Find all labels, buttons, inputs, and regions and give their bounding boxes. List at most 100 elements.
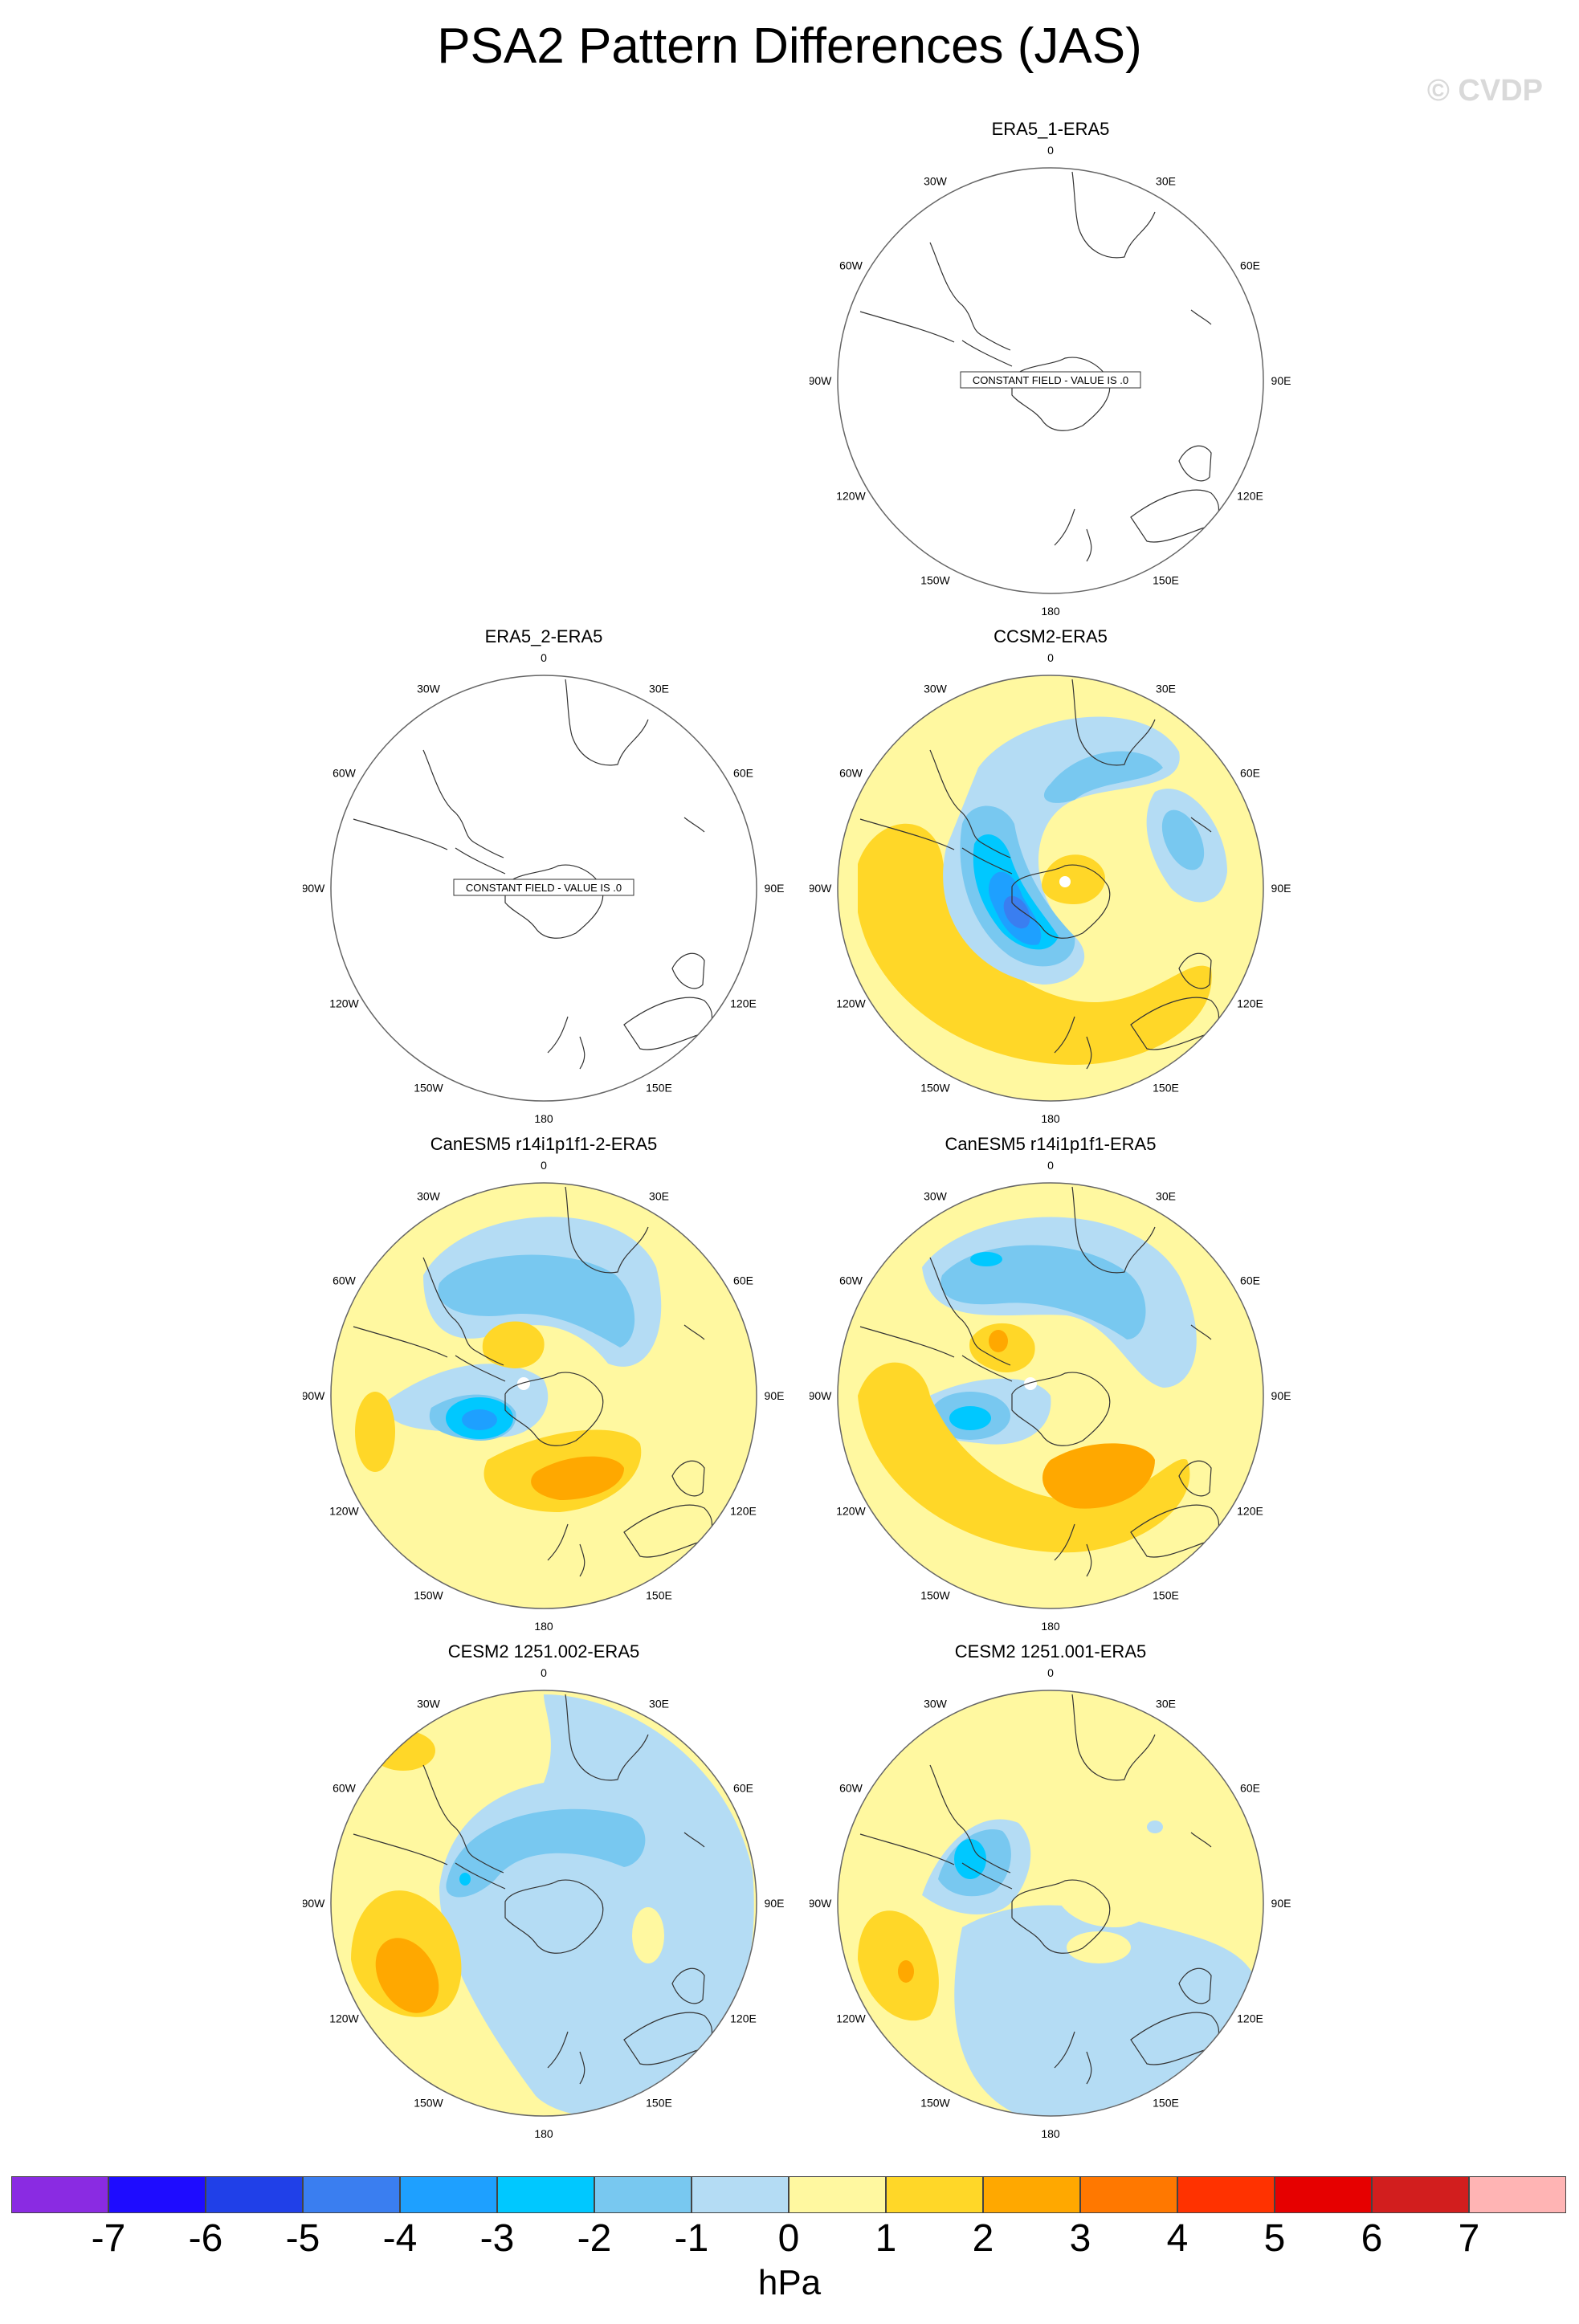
longitude-label: 90W (810, 1389, 832, 1402)
longitude-label: 30W (924, 683, 948, 695)
longitude-label: 150E (646, 2097, 672, 2110)
longitude-label: 120E (730, 2012, 757, 2025)
longitude-label: 150E (1153, 1082, 1179, 1095)
coastline (353, 679, 712, 1070)
longitude-label: 120W (836, 1505, 866, 1518)
longitude-label: 60E (733, 1782, 753, 1795)
map-boundary (330, 1690, 757, 2117)
map-panel-ccsm2: CCSM2-ERA5 0 30E 60E 90E 120E 150E 180 150W 120W 9… (810, 626, 1291, 1140)
longitude-label: 60E (1240, 767, 1260, 780)
field-layer (838, 1690, 1263, 2116)
constant-field-label: CONSTANT FIELD - VALUE IS .0 (973, 374, 1128, 386)
watermark: © CVDP (1426, 74, 1543, 108)
longitude-label: 90E (1271, 374, 1291, 387)
colorbar-segment (1469, 2176, 1566, 2213)
longitude-label: 150W (414, 2097, 443, 2110)
longitude-label: 150W (920, 574, 950, 587)
longitude-label: 150E (646, 1589, 672, 1602)
map-boundary (330, 1182, 757, 1609)
colorbar-segment (206, 2176, 303, 2213)
longitude-label: 30W (924, 175, 948, 188)
contour-region (1067, 1931, 1131, 1963)
longitude-label: 90W (303, 1389, 325, 1402)
contour-region (439, 1694, 754, 2116)
longitude-label: 150W (920, 2097, 950, 2110)
longitude-label: 30W (417, 1698, 441, 1710)
contour-region (438, 1254, 635, 1348)
colorbar-tick-label: -5 (285, 2217, 320, 2260)
colorbar-segment (497, 2176, 594, 2213)
map-panel-cesm2_002: CESM2 1251.002-ERA5 0 30E 60E 90E 120E 150E 180… (303, 1641, 785, 2155)
colorbar-segment (1275, 2176, 1372, 2213)
colorbar-tick-label: -4 (382, 2217, 418, 2260)
constant-field-note: CONSTANT FIELD - VALUE IS .0 (453, 879, 634, 896)
longitude-label: 0 (1047, 1159, 1054, 1172)
longitude-label: 180 (534, 1620, 553, 1633)
polar-map: 0 30E 60E 90E 120E 150E 180 150W 120W 90W 60W 30W CO… (303, 651, 785, 1125)
colorbar-segment (303, 2176, 400, 2213)
contour-region (949, 1406, 991, 1430)
longitude-label: 150E (1153, 2097, 1179, 2110)
contour-region (1051, 1862, 1153, 1927)
longitude-label: 90E (765, 1389, 785, 1402)
longitude-label: 180 (1041, 2127, 1060, 2140)
longitude-label: 120E (730, 1505, 757, 1518)
contour-region (1024, 1377, 1037, 1390)
polar-map: 0 30E 60E 90E 120E 150E 180 150W 120W 90W 60W 30W (810, 651, 1291, 1125)
field-layer (838, 1183, 1263, 1608)
polar-map: 0 30E 60E 90E 120E 150E 180 150W 120W 90W 60W 30W (303, 1159, 785, 1633)
panel-title: ERA5_2-ERA5 (484, 626, 603, 646)
contour-region (375, 1938, 439, 2013)
longitude-label: 90W (303, 1897, 325, 1910)
longitude-label: 180 (1041, 605, 1060, 618)
map-panel-cesm2_001: CESM2 1251.001-ERA5 0 30E 60E 90E 120E 150E 180… (810, 1641, 1291, 2155)
panel-title: CanESM5 r14i1p1f1-2-ERA5 (430, 1134, 658, 1154)
longitude-label: 30E (1156, 1698, 1176, 1710)
longitude-label: 150E (646, 1082, 672, 1095)
map-boundary (837, 167, 1264, 594)
longitude-label: 60E (733, 767, 753, 780)
polar-map: 0 30E 60E 90E 120E 150E 180 150W 120W 90W 60W 30W CO… (810, 144, 1291, 618)
longitude-label: 180 (534, 2127, 553, 2140)
longitude-label: 90E (765, 1897, 785, 1910)
longitude-label: 60W (333, 767, 357, 780)
map-panel-era5_1: ERA5_1-ERA5 0 30E 60E 90E 120E 150E 180 150W 120W… (810, 119, 1291, 633)
contour-region (898, 1960, 914, 1983)
polar-map: 0 30E 60E 90E 120E 150E 180 150W 120W 90W 60W 30W (303, 1666, 785, 2140)
longitude-label: 120W (329, 1505, 359, 1518)
field-layer (331, 1183, 757, 1608)
panel-title: CESM2 1251.001-ERA5 (954, 1641, 1147, 1661)
contour-region (462, 1409, 497, 1430)
map-panel-canesm5_2: CanESM5 r14i1p1f1-2-ERA5 0 30E 60E 90E 120E 15… (303, 1134, 785, 1648)
longitude-label: 90E (765, 882, 785, 895)
longitude-label: 30W (417, 1190, 441, 1203)
field-layer (838, 675, 1263, 1101)
page-title: PSA2 Pattern Differences (JAS) (437, 18, 1142, 74)
contour-region (1059, 876, 1071, 887)
longitude-label: 0 (541, 1159, 547, 1172)
longitude-label: 150W (414, 1082, 443, 1095)
colorbar-segment (692, 2176, 789, 2213)
longitude-label: 90W (303, 882, 325, 895)
longitude-label: 150W (920, 1082, 950, 1095)
colorbar-segment (886, 2176, 983, 2213)
contour-region (1161, 809, 1205, 870)
longitude-label: 180 (1041, 1620, 1060, 1633)
longitude-label: 30E (649, 1698, 669, 1710)
longitude-label: 60E (1240, 1782, 1260, 1795)
longitude-label: 120W (329, 997, 359, 1010)
contour-region (446, 1808, 646, 1898)
longitude-label: 90E (1271, 1389, 1291, 1402)
colorbar-tick-label: -6 (188, 2217, 223, 2260)
panel-title: CCSM2-ERA5 (994, 626, 1108, 646)
longitude-label: 90E (1271, 882, 1291, 895)
longitude-label: 30E (1156, 175, 1176, 188)
longitude-label: 30W (924, 1698, 948, 1710)
panel-title: CanESM5 r14i1p1f1-ERA5 (945, 1134, 1157, 1154)
longitude-label: 90W (810, 882, 832, 895)
polar-map: 0 30E 60E 90E 120E 150E 180 150W 120W 90W 60W 30W (810, 1159, 1291, 1633)
colorbar-segment (594, 2176, 692, 2213)
colorbar-segment (1372, 2176, 1469, 2213)
coastline (859, 1694, 1219, 2085)
contour-region (632, 1907, 664, 1963)
